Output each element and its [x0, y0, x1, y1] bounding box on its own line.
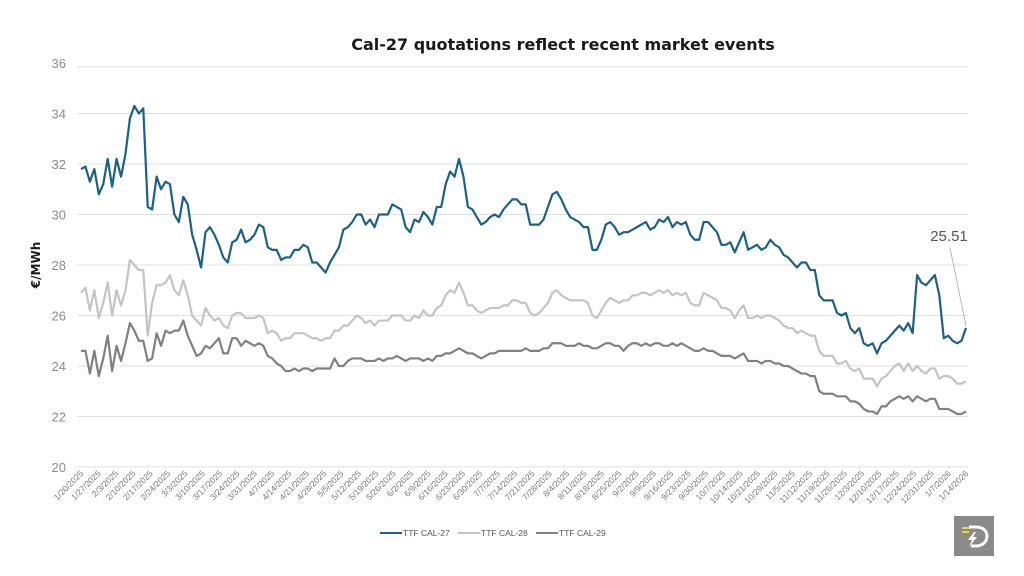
legend-label: TTF CAL-28	[481, 528, 528, 538]
annotation-value: 25.51	[930, 228, 968, 245]
y-tick-label: 36	[52, 56, 66, 71]
brand-logo	[954, 516, 994, 556]
legend-label: TTF CAL-27	[403, 528, 450, 538]
y-axis-ticks: 20 22 24 26 28 30 32 34 36	[52, 56, 66, 475]
x-axis-ticks: 1/20/20251/27/20252/3/20252/10/20252/17/…	[52, 468, 971, 505]
y-tick-label: 22	[52, 410, 66, 425]
y-tick-label: 28	[52, 258, 66, 273]
series-line-ttf-cal-29	[81, 319, 967, 416]
series-line-ttf-cal-27	[80, 104, 968, 355]
series-line-ttf-cal-28	[80, 258, 967, 388]
annotation-leader	[949, 247, 967, 326]
y-tick-label: 20	[52, 460, 66, 475]
annotations: 25.51	[930, 228, 968, 326]
series-lines	[80, 104, 968, 416]
legend: TTF CAL-27 TTF CAL-28 TTF CAL-29	[380, 528, 606, 538]
y-tick-label: 30	[52, 208, 66, 223]
legend-label: TTF CAL-29	[559, 528, 606, 538]
y-axis-label: €/MWh	[29, 242, 43, 289]
y-tick-label: 26	[52, 309, 66, 324]
y-tick-label: 34	[52, 107, 66, 122]
chart-title: Cal-27 quotations reflect recent market …	[351, 35, 775, 54]
gridlines	[77, 113, 968, 468]
lightning-d-icon	[962, 525, 989, 548]
y-tick-label: 24	[52, 359, 66, 374]
y-tick-label: 32	[52, 157, 66, 172]
